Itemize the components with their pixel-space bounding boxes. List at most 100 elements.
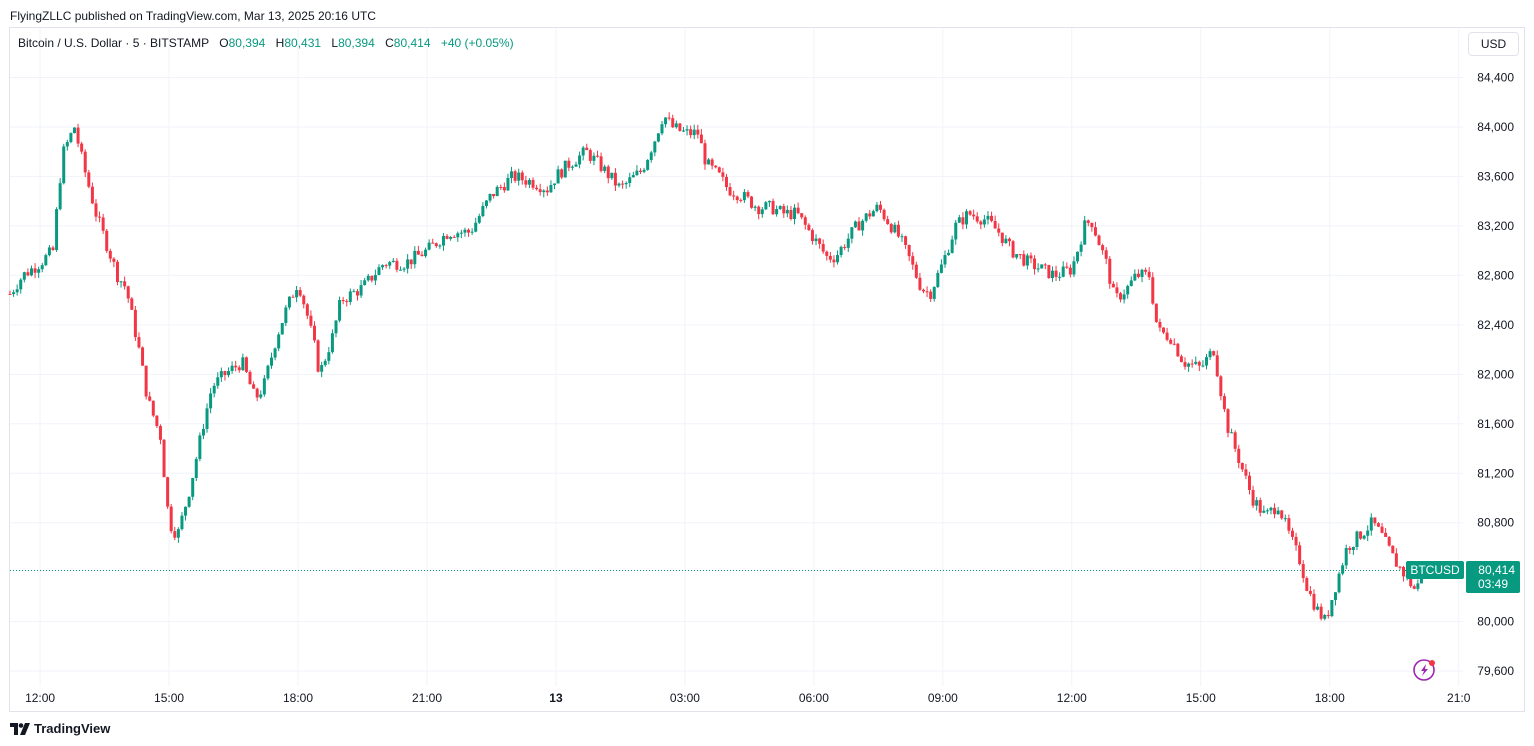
symbol-title[interactable]: Bitcoin / U.S. Dollar · 5 · BITSTAMP [18,36,209,50]
candle-body [1090,222,1094,228]
currency-button[interactable]: USD [1468,32,1519,56]
candle-body [395,260,399,270]
candle-body [1144,269,1148,272]
candle-body [939,264,943,273]
candle-body [1255,500,1259,506]
candle-body [549,185,553,193]
candle-body [302,295,306,305]
candle-body [1359,531,1363,539]
candle-body [825,251,829,256]
candle-body [613,172,617,186]
candle-body [363,280,367,286]
candle-body [1158,321,1162,328]
candle-body [280,323,284,335]
candle-body [868,213,872,217]
candle-body [606,166,610,179]
candle-body [130,298,134,310]
candle-body [1273,507,1277,515]
candle-body [1333,592,1337,601]
candle-body [273,348,277,358]
candle-body [180,515,184,530]
candle-body [187,496,191,507]
candle-body [520,172,524,181]
candle-body [320,365,324,372]
candle-body [1108,258,1112,284]
candle-body [961,217,965,225]
candle-body [1412,586,1416,589]
candle-body [470,231,474,233]
candle-body [990,215,994,222]
candle-body [33,268,37,273]
low-value: 80,394 [338,36,375,50]
candle-body [277,334,281,349]
candle-body [427,242,431,250]
price-axis[interactable]: 84,400 84,000 83,600 83,200 82,800 82,400 82,0… [1477,70,1514,678]
candle-body [982,219,986,225]
candle-body [40,265,44,270]
candle-body [681,130,685,132]
last-price-value: 80,414 [1478,563,1515,577]
candle-body [312,325,316,341]
candle-body [563,160,567,178]
tradingview-logo[interactable]: TradingView [10,721,110,736]
candle-body [1083,220,1087,245]
candle-body [1319,606,1323,619]
lightning-icon[interactable] [1413,659,1435,681]
candle-body [1101,245,1105,251]
candle-body [445,235,449,239]
candle-body [1219,376,1223,397]
candle-body [674,123,678,128]
candle-body [409,259,413,265]
candle-body [782,206,786,214]
candle-body [291,296,295,298]
candle-body [323,360,327,366]
candle-body [348,291,352,302]
price-tick-label: 83,200 [1477,219,1514,233]
candle-body [309,315,313,326]
candle-body [986,215,990,220]
candle-body [1233,432,1237,449]
bar-countdown: 03:49 [1478,577,1508,591]
candle-body [800,213,804,218]
candle-body [1179,356,1183,363]
candle-body [1326,614,1330,617]
candle-body [843,246,847,248]
candle-body [144,365,148,397]
candle-body [721,172,725,177]
candle-body [148,396,152,401]
candle-body [692,129,696,136]
candle-body [857,221,861,231]
price-tick-label: 82,000 [1477,367,1514,381]
price-tick-label: 84,400 [1477,70,1514,84]
time-axis[interactable]: 12:00 15:00 18:00 21:00 13 03:00 06:00 09:00 12:… [25,691,1471,705]
candle-body [1366,530,1370,536]
candle-body [871,211,875,217]
candle-body [284,307,288,324]
candle-body [1348,547,1352,551]
candle-body [1287,518,1291,531]
candle-body [355,291,359,296]
candle-body [821,243,825,252]
price-tick-label: 80,800 [1477,516,1514,530]
candle-body [1369,517,1373,531]
candle-body [1391,545,1395,554]
candle-body [717,167,721,173]
candle-body [295,290,299,298]
candle-body [1337,573,1341,593]
candle-body [72,127,76,134]
candles [8,112,1423,621]
candle-body [1068,267,1072,275]
candle-body [621,183,625,185]
candle-body [545,190,549,193]
candle-body [499,186,503,188]
candle-body [1126,285,1130,295]
candle-body [803,217,807,225]
candle-body [373,274,377,281]
candle-body [649,152,653,160]
candle-body [735,196,739,201]
candle-body [1029,255,1033,259]
candle-body [936,272,940,288]
time-tick-label: 15:00 [154,691,184,705]
ticker-tag-bg [1406,561,1464,579]
